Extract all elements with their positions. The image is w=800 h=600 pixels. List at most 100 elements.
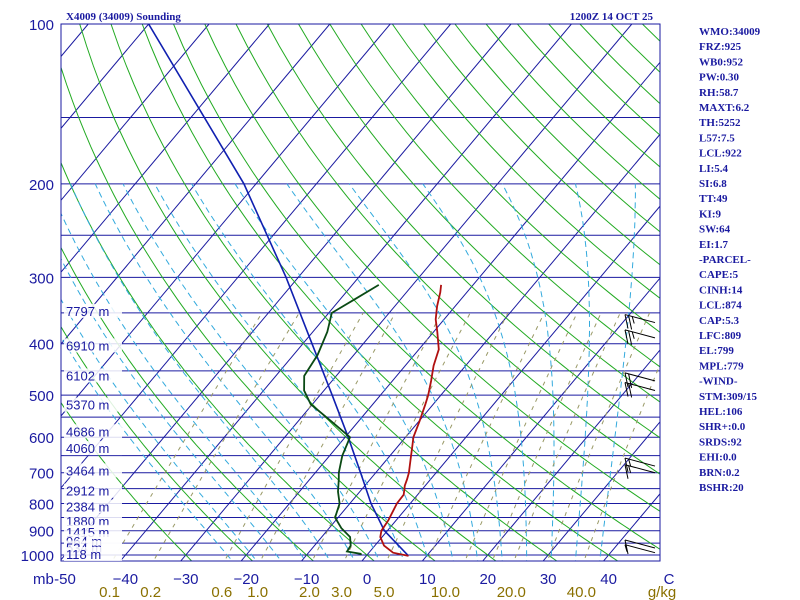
plot-frame	[60, 23, 661, 562]
height-label-background	[64, 546, 122, 561]
chart-title: X4009 (34009) Sounding	[66, 11, 181, 23]
mixing-ratio-line	[583, 363, 660, 561]
dry-adiabat	[61, 325, 254, 561]
index-15: EI:1.7	[699, 239, 729, 251]
pressure-label: 700	[29, 466, 54, 483]
pressure-label: 200	[29, 177, 54, 194]
height-label: 2384 m	[66, 500, 109, 515]
wind-barb-flag	[624, 464, 629, 479]
dry-adiabat	[204, 24, 660, 512]
index-20: CAP:5.3	[699, 315, 740, 327]
isotherm-line	[240, 61, 660, 561]
temperature-tick-label: 10	[419, 571, 436, 588]
wind-barb-flag	[628, 465, 632, 473]
wind-barb-flag	[624, 539, 629, 555]
pressure-units-label: mb	[33, 571, 54, 588]
mixing-ratio-label: 0.6	[211, 584, 232, 600]
dry-adiabat	[360, 24, 660, 333]
temperature-tick-label: C	[664, 571, 675, 588]
parcel-path-line	[147, 24, 410, 557]
isotherm-line	[119, 24, 572, 561]
height-label-background	[64, 499, 122, 514]
temperature-tick-label: 40	[600, 571, 617, 588]
height-label: 3464 m	[66, 463, 109, 478]
pressure-label: 600	[29, 430, 54, 447]
wind-barb	[624, 314, 656, 330]
wind-barb-shaft	[624, 382, 656, 391]
moist-adiabat	[422, 183, 528, 561]
index-12: TT:49	[699, 193, 728, 205]
index-1: WMO:34009	[699, 26, 761, 38]
wind-barb-shaft	[624, 457, 656, 467]
mixing-ratio-line	[491, 312, 602, 561]
index-16: -PARCEL-	[699, 254, 751, 266]
mixing-ratio-label: 1.0	[247, 584, 268, 600]
moist-adiabat	[70, 183, 331, 561]
moist-adiabat	[61, 212, 307, 561]
temperature-tick-label: -50	[54, 571, 76, 588]
wind-barb-flag	[628, 383, 633, 398]
mixing-ratio-line	[546, 312, 651, 561]
wind-barb-flag	[628, 315, 633, 330]
temperature-tick-label: −10	[294, 571, 319, 588]
index-31: BSHR:20	[699, 482, 744, 494]
mixing-ratio-line	[427, 312, 545, 561]
height-label-background	[64, 368, 122, 383]
isotherm-line	[0, 24, 28, 566]
mixing-ratio-label: 2.0	[299, 584, 320, 600]
wind-barb-shaft	[624, 372, 656, 382]
height-label: 7797 m	[66, 304, 109, 319]
height-label-background	[64, 483, 122, 498]
height-label-background	[64, 513, 122, 528]
chart-time: 1200Z 14 OCT 25	[570, 11, 654, 23]
index-14: SW:64	[699, 224, 731, 236]
moist-adiabat	[61, 335, 233, 561]
pressure-label: 1000	[21, 548, 54, 565]
dewpoint-profile-line	[303, 284, 380, 556]
index-30: BRN:0.2	[699, 467, 740, 479]
index-13: KI:9	[699, 208, 722, 220]
index-24: -WIND-	[699, 376, 738, 388]
mixing-ratio-line	[223, 312, 364, 561]
wind-barb-flag	[624, 457, 629, 473]
wind-barb-flag	[631, 331, 635, 339]
moist-adiabat	[154, 183, 405, 561]
moist-adiabat	[348, 183, 503, 561]
dry-adiabat	[173, 24, 660, 550]
wind-barbs	[624, 314, 656, 555]
wind-barb-flag	[624, 314, 629, 329]
dry-adiabat	[266, 24, 660, 439]
wind-barb-flag	[628, 373, 633, 388]
dry-adiabat	[423, 24, 660, 266]
isotherm-line	[542, 421, 660, 561]
index-23: MPL:779	[699, 360, 744, 372]
wind-barb-shaft	[624, 464, 656, 474]
moist-adiabat	[122, 183, 380, 561]
pressure-label: 900	[29, 524, 54, 541]
wind-barb-flag	[628, 330, 633, 345]
index-7: TH:5252	[699, 117, 741, 129]
height-label-background	[64, 463, 122, 478]
index-21: LFC:809	[699, 330, 742, 342]
index-17: CAPE:5	[699, 269, 739, 281]
stability-indices: WMO:34009 FRZ:925 WB0:952 PW:0.30 RH:58.7 MAX…	[699, 26, 761, 494]
mixing-ratio-units-label: g/kg	[648, 584, 676, 600]
isotherm-line	[61, 24, 150, 130]
height-label-background	[64, 424, 122, 439]
wind-barb-flag	[631, 316, 635, 324]
moist-adiabat	[191, 183, 430, 561]
index-9: LCL:922	[699, 148, 742, 160]
index-6: MAXT:6.2	[699, 102, 750, 114]
temperature-profile-line	[379, 284, 442, 557]
wind-barb-flag	[624, 372, 629, 387]
wind-barb	[624, 464, 656, 479]
moist-adiabat	[61, 257, 282, 561]
index-19: LCL:874	[699, 300, 742, 312]
index-5: RH:58.7	[699, 87, 739, 99]
height-label: 118 m	[66, 547, 101, 562]
height-label: 5370 m	[66, 398, 109, 413]
pressure-label: 400	[29, 337, 54, 354]
plot-background	[61, 24, 660, 561]
